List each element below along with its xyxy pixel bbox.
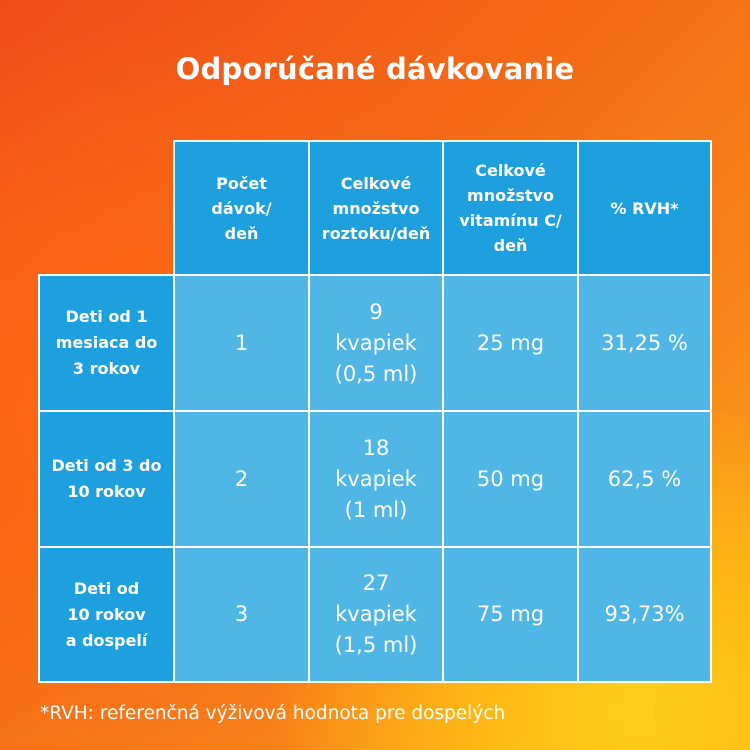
rvh-cell: 93,73% — [577, 546, 712, 683]
row-header-group: Deti od 10 rokov a dospelí — [38, 546, 175, 683]
vitamin-c-cell: 50 mg — [442, 410, 579, 548]
dosage-table: Počet dávok/ deň Celkové množstvo roztok… — [38, 140, 712, 683]
column-header-solution-amount: Celkové množstvo roztoku/deň — [308, 140, 444, 276]
vitamin-c-cell: 75 mg — [442, 546, 579, 683]
doses-cell: 3 — [173, 546, 310, 683]
solution-amount-cell: 27 kvapiek (1,5 ml) — [308, 546, 444, 683]
rvh-cell: 31,25 % — [577, 274, 712, 412]
doses-cell: 1 — [173, 274, 310, 412]
row-header-group: Deti od 3 do 10 rokov — [38, 410, 175, 548]
solution-amount-cell: 18 kvapiek (1 ml) — [308, 410, 444, 548]
column-header-rvh: % RVH* — [577, 140, 712, 276]
row-header-group: Deti od 1 mesiaca do 3 rokov — [38, 274, 175, 412]
footnote: *RVH: referenčná výživová hodnota pre do… — [40, 703, 506, 724]
solution-amount-cell: 9 kvapiek (0,5 ml) — [308, 274, 444, 412]
page-title: Odporúčané dávkovanie — [175, 52, 575, 86]
vitamin-c-cell: 25 mg — [442, 274, 579, 412]
column-header-doses: Počet dávok/ deň — [173, 140, 310, 276]
doses-cell: 2 — [173, 410, 310, 548]
rvh-cell: 62,5 % — [577, 410, 712, 548]
column-header-vitamin-c: Celkové množstvo vitamínu C/ deň — [442, 140, 579, 276]
